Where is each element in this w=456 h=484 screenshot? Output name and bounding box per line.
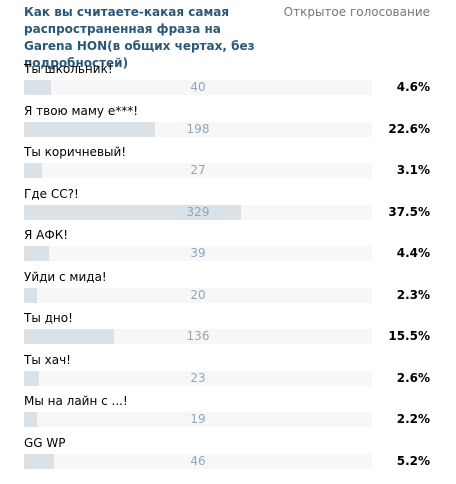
poll-option-votes: 329	[186, 204, 210, 219]
poll-option-percent: 3.1%	[396, 163, 430, 177]
poll-option-label: Я АФК!	[24, 228, 69, 242]
poll-option[interactable]: Мы на лайн с ...! 19 2.2%	[24, 394, 430, 436]
poll-option-bar-fill	[24, 329, 114, 344]
poll-option-bar-fill	[24, 204, 241, 220]
poll-option-votes: 136	[186, 329, 210, 343]
poll-option-label: Ты школьник!	[24, 62, 113, 76]
poll-option-bar: 39	[24, 246, 372, 261]
poll-option-percent: 2.2%	[396, 412, 430, 426]
poll-option[interactable]: Уйди с мида! 20 2.3%	[24, 270, 430, 312]
poll-option-label: Мы на лайн с ...!	[24, 394, 128, 408]
poll-option[interactable]: Ты школьник! 40 4.6%	[24, 62, 430, 104]
poll-option-bar-fill	[24, 370, 40, 386]
poll-option-percent: 5.2%	[396, 453, 430, 468]
poll-option-percent: 22.6%	[388, 121, 430, 136]
poll-option-percent: 15.5%	[388, 329, 430, 343]
poll-option-bar-fill	[24, 412, 37, 427]
poll-option-bar: 27	[24, 163, 372, 178]
poll-option-percent: 2.3%	[396, 287, 430, 302]
poll-option-bar: 136	[24, 329, 372, 344]
poll-option-votes: 20	[190, 287, 206, 302]
poll-options: Ты школьник! 40 4.6% Я твою маму е***! 1…	[24, 62, 430, 477]
poll-option-label: GG WP	[24, 435, 66, 450]
poll-option-votes: 19	[190, 412, 206, 426]
poll-option-bar-fill	[24, 287, 38, 303]
poll-option-votes: 27	[190, 163, 206, 177]
poll-option[interactable]: Я АФК! 39 4.4%	[24, 228, 430, 270]
poll-option-label: Ты хач!	[24, 352, 71, 367]
poll-option-label: Ты коричневый!	[24, 145, 127, 159]
poll-option[interactable]: Где СС?! 329 37.5%	[24, 187, 430, 229]
poll-title: Как вы считаете-какая самая распростране…	[24, 5, 255, 70]
poll-option-votes: 40	[190, 80, 206, 94]
poll-type-label: Открытое голосование	[283, 5, 430, 19]
poll-option-bar: 23	[24, 370, 372, 386]
poll-option-bar: 198	[24, 121, 372, 137]
poll-option[interactable]: Я твою маму е***! 198 22.6%	[24, 104, 430, 146]
poll-option-bar: 20	[24, 287, 372, 303]
poll-option-percent: 4.6%	[396, 80, 430, 94]
poll-option[interactable]: GG WP 46 5.2%	[24, 436, 430, 478]
poll-option-votes: 39	[190, 246, 206, 260]
poll-option-label: Я твою маму е***!	[24, 103, 139, 118]
poll-option-bar-fill	[24, 80, 51, 95]
poll-option-percent: 37.5%	[388, 204, 430, 219]
poll: Как вы считаете-какая самая распростране…	[24, 0, 430, 469]
poll-option-bar-fill	[24, 121, 155, 137]
poll-option-bar-fill	[24, 246, 50, 261]
poll-option-bar-fill	[24, 163, 42, 178]
poll-option[interactable]: Ты хач! 23 2.6%	[24, 353, 430, 395]
poll-option-votes: 198	[186, 121, 210, 136]
poll-option-bar: 46	[24, 453, 372, 469]
poll-option-percent: 4.4%	[396, 246, 430, 260]
poll-option-votes: 23	[190, 370, 206, 385]
poll-option[interactable]: Ты дно! 136 15.5%	[24, 311, 430, 353]
poll-option-bar: 329	[24, 204, 372, 220]
poll-option-label: Где СС?!	[24, 186, 79, 201]
poll-option-label: Уйди с мида!	[24, 269, 107, 284]
poll-header: Как вы считаете-какая самая распростране…	[24, 0, 430, 70]
poll-option-bar-fill	[24, 453, 55, 469]
poll-option-bar: 40	[24, 80, 372, 95]
poll-option-label: Ты дно!	[24, 311, 73, 325]
poll-option-votes: 46	[190, 453, 206, 468]
poll-option[interactable]: Ты коричневый! 27 3.1%	[24, 145, 430, 187]
poll-option-bar: 19	[24, 412, 372, 427]
poll-option-percent: 2.6%	[396, 370, 430, 385]
